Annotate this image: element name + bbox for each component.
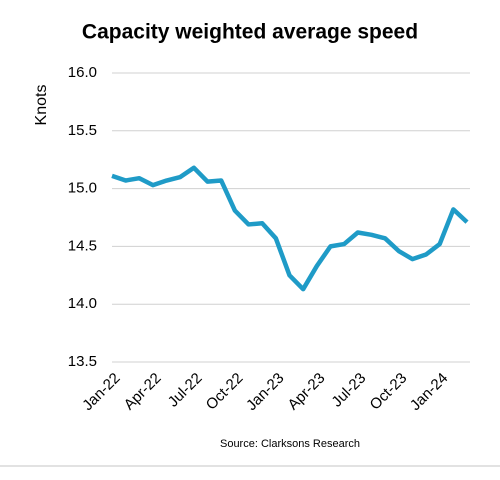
y-tick-label: 13.5 — [68, 353, 97, 370]
y-tick-label: 14.5 — [68, 237, 97, 254]
y-tick-label: 14.0 — [68, 295, 97, 312]
y-tick-label: 15.0 — [68, 180, 97, 197]
source-note: Source: Clarksons Research — [220, 438, 360, 450]
data-line — [111, 165, 469, 292]
y-tick-label: 15.5 — [68, 122, 97, 139]
y-tick-label: 16.0 — [68, 64, 97, 81]
chart-title: Capacity weighted average speed — [82, 21, 418, 44]
y-axis-label: Knots — [33, 85, 50, 126]
